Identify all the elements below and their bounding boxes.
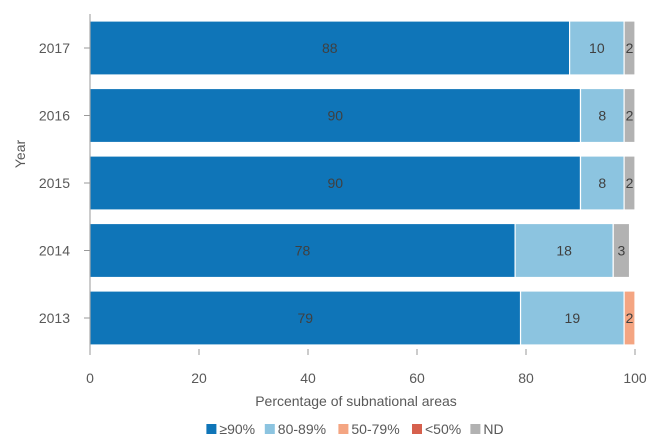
x-tick-label-60: 60 bbox=[409, 370, 425, 386]
data-label-2015-s1: 8 bbox=[598, 175, 606, 191]
y-tick-label-2017: 2017 bbox=[39, 40, 70, 56]
legend: ≥90% 80-89% 50-79% <50% ND bbox=[206, 421, 503, 437]
data-label-2017-s0: 88 bbox=[322, 40, 338, 56]
x-tick-label-20: 20 bbox=[191, 370, 207, 386]
x-tick-label-40: 40 bbox=[300, 370, 316, 386]
x-axis: 0 20 40 60 80 100 bbox=[86, 349, 647, 386]
data-label-2013-s2: 2 bbox=[626, 310, 634, 326]
legend-label-1: 80-89% bbox=[278, 421, 326, 437]
data-label-2015-s0: 90 bbox=[327, 175, 343, 191]
y-axis-title: Year bbox=[12, 140, 28, 169]
data-label-2016-s4: 2 bbox=[626, 108, 634, 124]
y-tick-label-2015: 2015 bbox=[39, 175, 70, 191]
y-axis: 2017 2016 2015 2014 2013 bbox=[39, 14, 90, 354]
y-tick-label-2014: 2014 bbox=[39, 243, 70, 259]
data-label-2016-s0: 90 bbox=[327, 108, 343, 124]
x-tick-label-80: 80 bbox=[518, 370, 534, 386]
x-tick-label-100: 100 bbox=[623, 370, 647, 386]
legend-swatch-0 bbox=[206, 424, 216, 434]
data-label-2017-s1: 10 bbox=[589, 40, 605, 56]
data-label-2014-s4: 3 bbox=[617, 243, 625, 259]
x-tick-label-0: 0 bbox=[86, 370, 94, 386]
legend-label-2: 50-79% bbox=[351, 421, 399, 437]
y-tick-label-2013: 2013 bbox=[39, 310, 70, 326]
legend-label-3: <50% bbox=[425, 421, 461, 437]
x-axis-title: Percentage of subnational areas bbox=[255, 393, 457, 409]
bars-layer: 88 10 2 90 8 2 90 8 2 78 18 3 79 19 2 bbox=[90, 21, 635, 345]
legend-swatch-2 bbox=[338, 424, 348, 434]
legend-swatch-1 bbox=[265, 424, 275, 434]
legend-label-0: ≥90% bbox=[219, 421, 255, 437]
data-label-2016-s1: 8 bbox=[598, 108, 606, 124]
legend-swatch-3 bbox=[412, 424, 422, 434]
legend-swatch-4 bbox=[470, 424, 480, 434]
y-tick-label-2016: 2016 bbox=[39, 108, 70, 124]
data-label-2013-s0: 79 bbox=[297, 310, 313, 326]
data-label-2014-s0: 78 bbox=[295, 243, 311, 259]
data-label-2014-s1: 18 bbox=[556, 243, 572, 259]
data-label-2017-s4: 2 bbox=[626, 40, 634, 56]
data-label-2013-s1: 19 bbox=[565, 310, 581, 326]
data-label-2015-s4: 2 bbox=[626, 175, 634, 191]
legend-label-4: ND bbox=[483, 421, 503, 437]
